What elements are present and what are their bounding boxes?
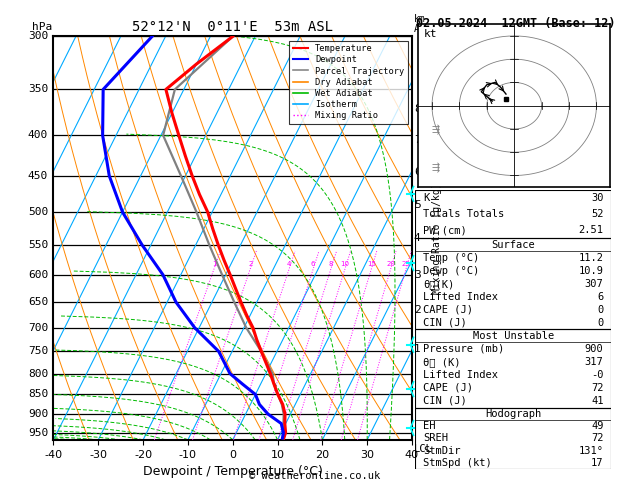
Text: 1: 1 [212, 261, 216, 267]
Text: 72: 72 [591, 383, 604, 393]
Text: θᴇ(K): θᴇ(K) [423, 279, 454, 289]
Text: CAPE (J): CAPE (J) [423, 305, 473, 315]
Text: 8: 8 [328, 261, 333, 267]
Text: 600: 600 [28, 270, 48, 280]
Text: 20: 20 [386, 261, 395, 267]
Text: 15: 15 [367, 261, 376, 267]
Text: Most Unstable: Most Unstable [472, 331, 554, 341]
Text: 400: 400 [28, 130, 48, 140]
Text: 41: 41 [591, 396, 604, 406]
Text: 6: 6 [414, 167, 421, 177]
Text: StmSpd (kt): StmSpd (kt) [423, 458, 492, 468]
Text: 0: 0 [598, 305, 604, 315]
Text: 2.51: 2.51 [579, 226, 604, 235]
Text: km
ASL: km ASL [414, 14, 431, 35]
Text: 10.9: 10.9 [579, 266, 604, 276]
X-axis label: Dewpoint / Temperature (°C): Dewpoint / Temperature (°C) [143, 465, 323, 478]
Bar [415, 330, 611, 407]
Text: 300: 300 [28, 32, 48, 41]
Text: 131°: 131° [579, 446, 604, 455]
Text: 6: 6 [598, 292, 604, 302]
Text: Mixing Ratio (g/kg): Mixing Ratio (g/kg) [431, 182, 442, 294]
Text: 307: 307 [585, 279, 604, 289]
Text: 4: 4 [414, 233, 421, 243]
Text: Pressure (mb): Pressure (mb) [423, 344, 504, 354]
Text: 25: 25 [402, 261, 410, 267]
Text: 950: 950 [28, 428, 48, 438]
Text: 1: 1 [414, 344, 421, 354]
Text: 11.2: 11.2 [579, 253, 604, 263]
Text: Temp (°C): Temp (°C) [423, 253, 479, 263]
Text: 650: 650 [28, 297, 48, 307]
Text: StmDir: StmDir [423, 446, 460, 455]
Text: hPa: hPa [32, 22, 52, 33]
Text: 72: 72 [591, 433, 604, 443]
Text: SREH: SREH [423, 433, 448, 443]
Text: 550: 550 [28, 240, 48, 250]
Text: LCL: LCL [414, 444, 433, 454]
Text: Surface: Surface [491, 240, 535, 250]
Text: EH: EH [423, 421, 435, 431]
Text: 3: 3 [414, 270, 421, 280]
Text: Lifted Index: Lifted Index [423, 292, 498, 302]
Text: CIN (J): CIN (J) [423, 396, 467, 406]
Text: CIN (J): CIN (J) [423, 318, 467, 328]
Text: 5: 5 [414, 200, 421, 210]
Text: 02.05.2024  12GMT (Base: 12): 02.05.2024 12GMT (Base: 12) [416, 17, 616, 30]
Text: 700: 700 [28, 323, 48, 333]
Text: 2: 2 [248, 261, 252, 267]
Title: 52°12'N  0°11'E  53m ASL: 52°12'N 0°11'E 53m ASL [132, 20, 333, 34]
Text: -0: -0 [591, 370, 604, 380]
Bar [415, 407, 611, 469]
Text: 750: 750 [28, 347, 48, 356]
Text: Dewp (°C): Dewp (°C) [423, 266, 479, 276]
Text: 850: 850 [28, 389, 48, 399]
Text: 6: 6 [311, 261, 316, 267]
Text: ⇶: ⇶ [432, 162, 440, 173]
Text: 4: 4 [287, 261, 291, 267]
Bar [415, 239, 611, 330]
Text: 800: 800 [28, 368, 48, 379]
Text: θᴇ (K): θᴇ (K) [423, 357, 460, 367]
Text: 900: 900 [28, 409, 48, 419]
Text: K: K [423, 192, 429, 203]
Text: 900: 900 [585, 344, 604, 354]
Text: 317: 317 [585, 357, 604, 367]
Text: 30: 30 [591, 192, 604, 203]
Text: 10: 10 [340, 261, 350, 267]
Text: 8: 8 [414, 104, 421, 114]
Text: kt: kt [424, 29, 438, 39]
Text: CAPE (J): CAPE (J) [423, 383, 473, 393]
Text: Hodograph: Hodograph [485, 409, 542, 418]
Text: ⇶: ⇶ [432, 125, 440, 136]
Text: 2: 2 [414, 305, 421, 315]
Bar [415, 190, 611, 239]
Text: 500: 500 [28, 207, 48, 217]
Text: 350: 350 [28, 85, 48, 94]
Text: 7: 7 [414, 135, 421, 145]
Text: © weatheronline.co.uk: © weatheronline.co.uk [249, 471, 380, 481]
Legend: Temperature, Dewpoint, Parcel Trajectory, Dry Adiabat, Wet Adiabat, Isotherm, Mi: Temperature, Dewpoint, Parcel Trajectory… [289, 41, 408, 123]
Text: 49: 49 [591, 421, 604, 431]
Text: 52: 52 [591, 209, 604, 219]
Text: PW (cm): PW (cm) [423, 226, 467, 235]
Text: Lifted Index: Lifted Index [423, 370, 498, 380]
Text: 0: 0 [598, 318, 604, 328]
Text: 17: 17 [591, 458, 604, 468]
Text: Totals Totals: Totals Totals [423, 209, 504, 219]
Text: 450: 450 [28, 171, 48, 181]
